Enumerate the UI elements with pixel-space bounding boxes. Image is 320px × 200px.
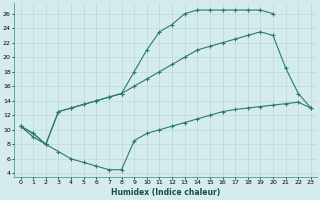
X-axis label: Humidex (Indice chaleur): Humidex (Indice chaleur)	[111, 188, 220, 197]
